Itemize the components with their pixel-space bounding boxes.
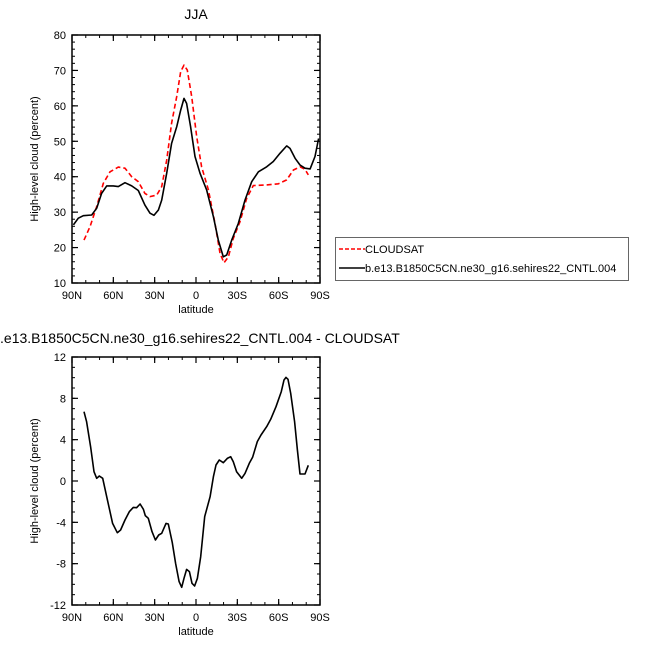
y-tick-label: 0 [60, 476, 66, 488]
bottom-chart: 90N 60N 30N 0 30S 60S 90S -12 -8 -4 0 4 8 12 latitude H… [29, 352, 330, 638]
y-tick-label: 40 [54, 172, 66, 184]
plot-frame [71, 34, 321, 284]
x-tick-label: 30S [228, 612, 248, 624]
y-tick-label: 20 [54, 243, 66, 255]
top-chart: 90N 60N 30N 0 30S 60S 90S 10 20 30 40 50 60 70 80 latit… [29, 30, 330, 316]
top-chart-title: JJA [184, 6, 208, 22]
x-tick-label: 90S [310, 612, 330, 624]
y-tick-label: 8 [60, 393, 66, 405]
series-line-1 [72, 97, 320, 258]
x-tick-label: 90N [62, 290, 82, 302]
x-tick-label: 60N [103, 612, 123, 624]
y-tick-label: -12 [50, 600, 66, 612]
x-tick-label: 30S [228, 290, 248, 302]
series-line-0 [83, 376, 310, 589]
y-tick-label: 70 [54, 65, 66, 77]
x-tick-label: 30N [145, 612, 165, 624]
y-tick-label: 60 [54, 101, 66, 113]
x-tick-label: 60S [269, 290, 289, 302]
y-tick-label: 50 [54, 136, 66, 148]
x-tick-label: 90S [310, 290, 330, 302]
legend: CLOUDSAT b.e13.B1850C5CN.ne30_g16.sehire… [335, 237, 629, 281]
y-axis-label: High-level cloud (percent) [29, 96, 41, 221]
plot-frame [71, 356, 321, 606]
y-tick-label: 80 [54, 30, 66, 42]
y-tick-label: 30 [54, 207, 66, 219]
y-tick-label: 12 [54, 352, 66, 364]
y-tick-label: -4 [56, 517, 66, 529]
y-tick-label: -8 [56, 559, 66, 571]
y-tick-label: 10 [54, 278, 66, 290]
legend-box [335, 237, 629, 281]
legend-label-cloudsat: CLOUDSAT [365, 244, 424, 256]
x-tick-label: 60N [103, 290, 123, 302]
x-tick-label: 0 [193, 290, 199, 302]
series-line-0 [83, 64, 309, 264]
x-axis-label: latitude [178, 304, 213, 316]
x-tick-label: 60S [269, 612, 289, 624]
x-tick-label: 90N [62, 612, 82, 624]
y-axis-label: High-level cloud (percent) [29, 418, 41, 543]
x-axis-label: latitude [178, 626, 213, 638]
legend-label-model: b.e13.B1850C5CN.ne30_g16.sehires22_CNTL.… [365, 263, 616, 275]
x-tick-label: 0 [193, 612, 199, 624]
x-tick-label: 30N [145, 290, 165, 302]
bottom-chart-title: b.e13.B1850C5CN.ne30_g16.sehires22_CNTL.… [0, 330, 400, 346]
y-tick-label: 4 [60, 435, 66, 447]
